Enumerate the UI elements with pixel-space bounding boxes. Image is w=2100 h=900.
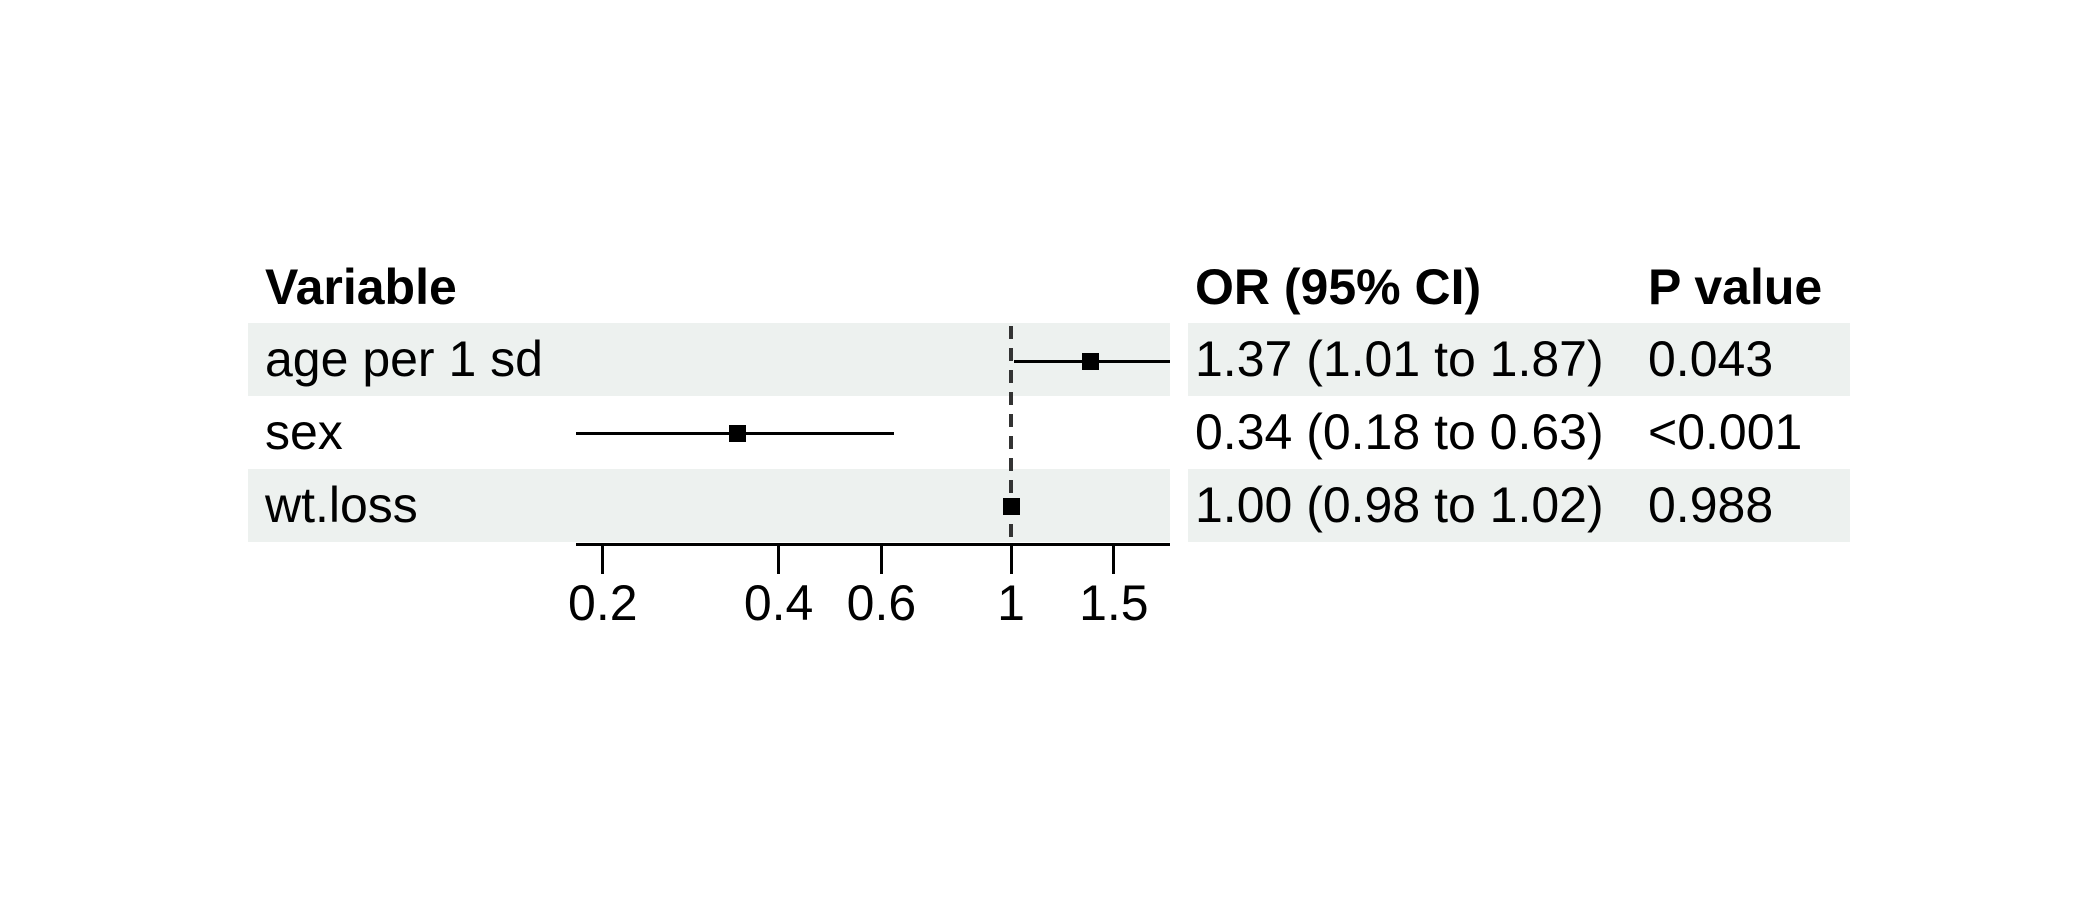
row-p-value: 0.988 <box>1648 477 1774 533</box>
x-axis-tick-label: 1.5 <box>1079 575 1149 631</box>
point-estimate-marker <box>728 424 746 442</box>
row-label: sex <box>265 404 343 460</box>
column-header-p-value: P value <box>1648 259 1823 315</box>
row-p-value: <0.001 <box>1648 404 1803 460</box>
x-axis-tick <box>601 546 605 574</box>
point-estimate-marker <box>1082 352 1100 370</box>
x-axis-tick <box>777 546 781 574</box>
row-label: wt.loss <box>265 477 418 533</box>
row-or-ci: 0.34 (0.18 to 0.63) <box>1195 404 1604 460</box>
column-header-variable: Variable <box>265 259 457 315</box>
reference-line-at-1 <box>1009 326 1013 542</box>
row-shade-band <box>1188 323 1850 396</box>
x-axis-line <box>576 543 1170 546</box>
row-shade-band <box>1188 469 1850 542</box>
x-axis-tick-label: 0.6 <box>846 575 917 631</box>
x-axis-tick-label: 1 <box>997 575 1025 631</box>
point-estimate-marker <box>1002 497 1020 515</box>
x-axis-tick <box>1112 546 1116 574</box>
row-or-ci: 1.37 (1.01 to 1.87) <box>1195 331 1604 387</box>
row-label: age per 1 sd <box>265 331 543 387</box>
row-or-ci: 1.00 (0.98 to 1.02) <box>1195 477 1604 533</box>
x-axis-tick <box>879 546 883 574</box>
x-axis-tick-label: 0.4 <box>743 575 814 631</box>
column-header-or-ci: OR (95% CI) <box>1195 259 1482 315</box>
row-p-value: 0.043 <box>1648 331 1774 387</box>
x-axis-tick-label: 0.2 <box>568 575 638 631</box>
x-axis-tick <box>1009 546 1013 574</box>
